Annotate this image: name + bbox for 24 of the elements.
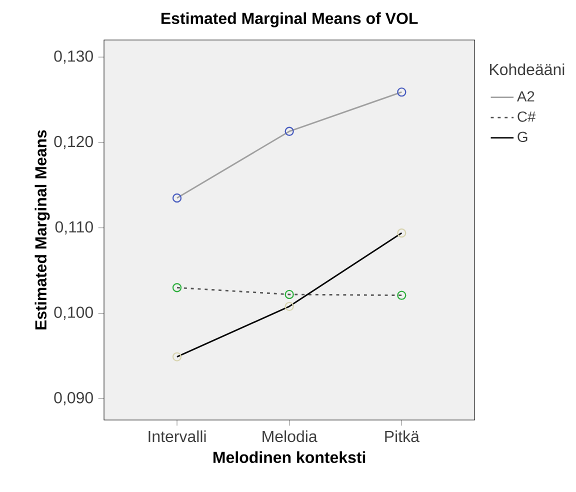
point xyxy=(397,228,406,238)
y-tick-label: 0,120 xyxy=(54,136,93,150)
point xyxy=(172,283,182,292)
legend-label: A2 xyxy=(516,91,534,102)
y-tick-label: 0,130 xyxy=(54,50,93,64)
x-tick-label: Pitkä xyxy=(385,430,420,442)
x-tick-label: Melodia xyxy=(262,430,318,442)
x-tick-label: Intervalli xyxy=(148,430,206,442)
point xyxy=(284,290,294,300)
legend-label: C# xyxy=(518,111,536,122)
chart-title: Estimated Marginal Means of VOL xyxy=(161,12,418,28)
point xyxy=(397,290,406,300)
point xyxy=(172,193,182,203)
point xyxy=(172,352,182,362)
x-axis-title: Melodinen konteksti xyxy=(214,451,366,464)
point xyxy=(284,126,294,136)
point xyxy=(284,302,294,312)
y-tick-label: 0,110 xyxy=(55,221,93,234)
legend-label: G xyxy=(518,132,528,142)
legend-title: Kohdeääni xyxy=(490,63,564,76)
y-tick-label: 0,090 xyxy=(54,392,93,406)
y-axis-title: Estimated Marginal Means xyxy=(34,130,50,330)
point xyxy=(397,87,406,97)
y-tick-label: 0,100 xyxy=(54,306,93,320)
